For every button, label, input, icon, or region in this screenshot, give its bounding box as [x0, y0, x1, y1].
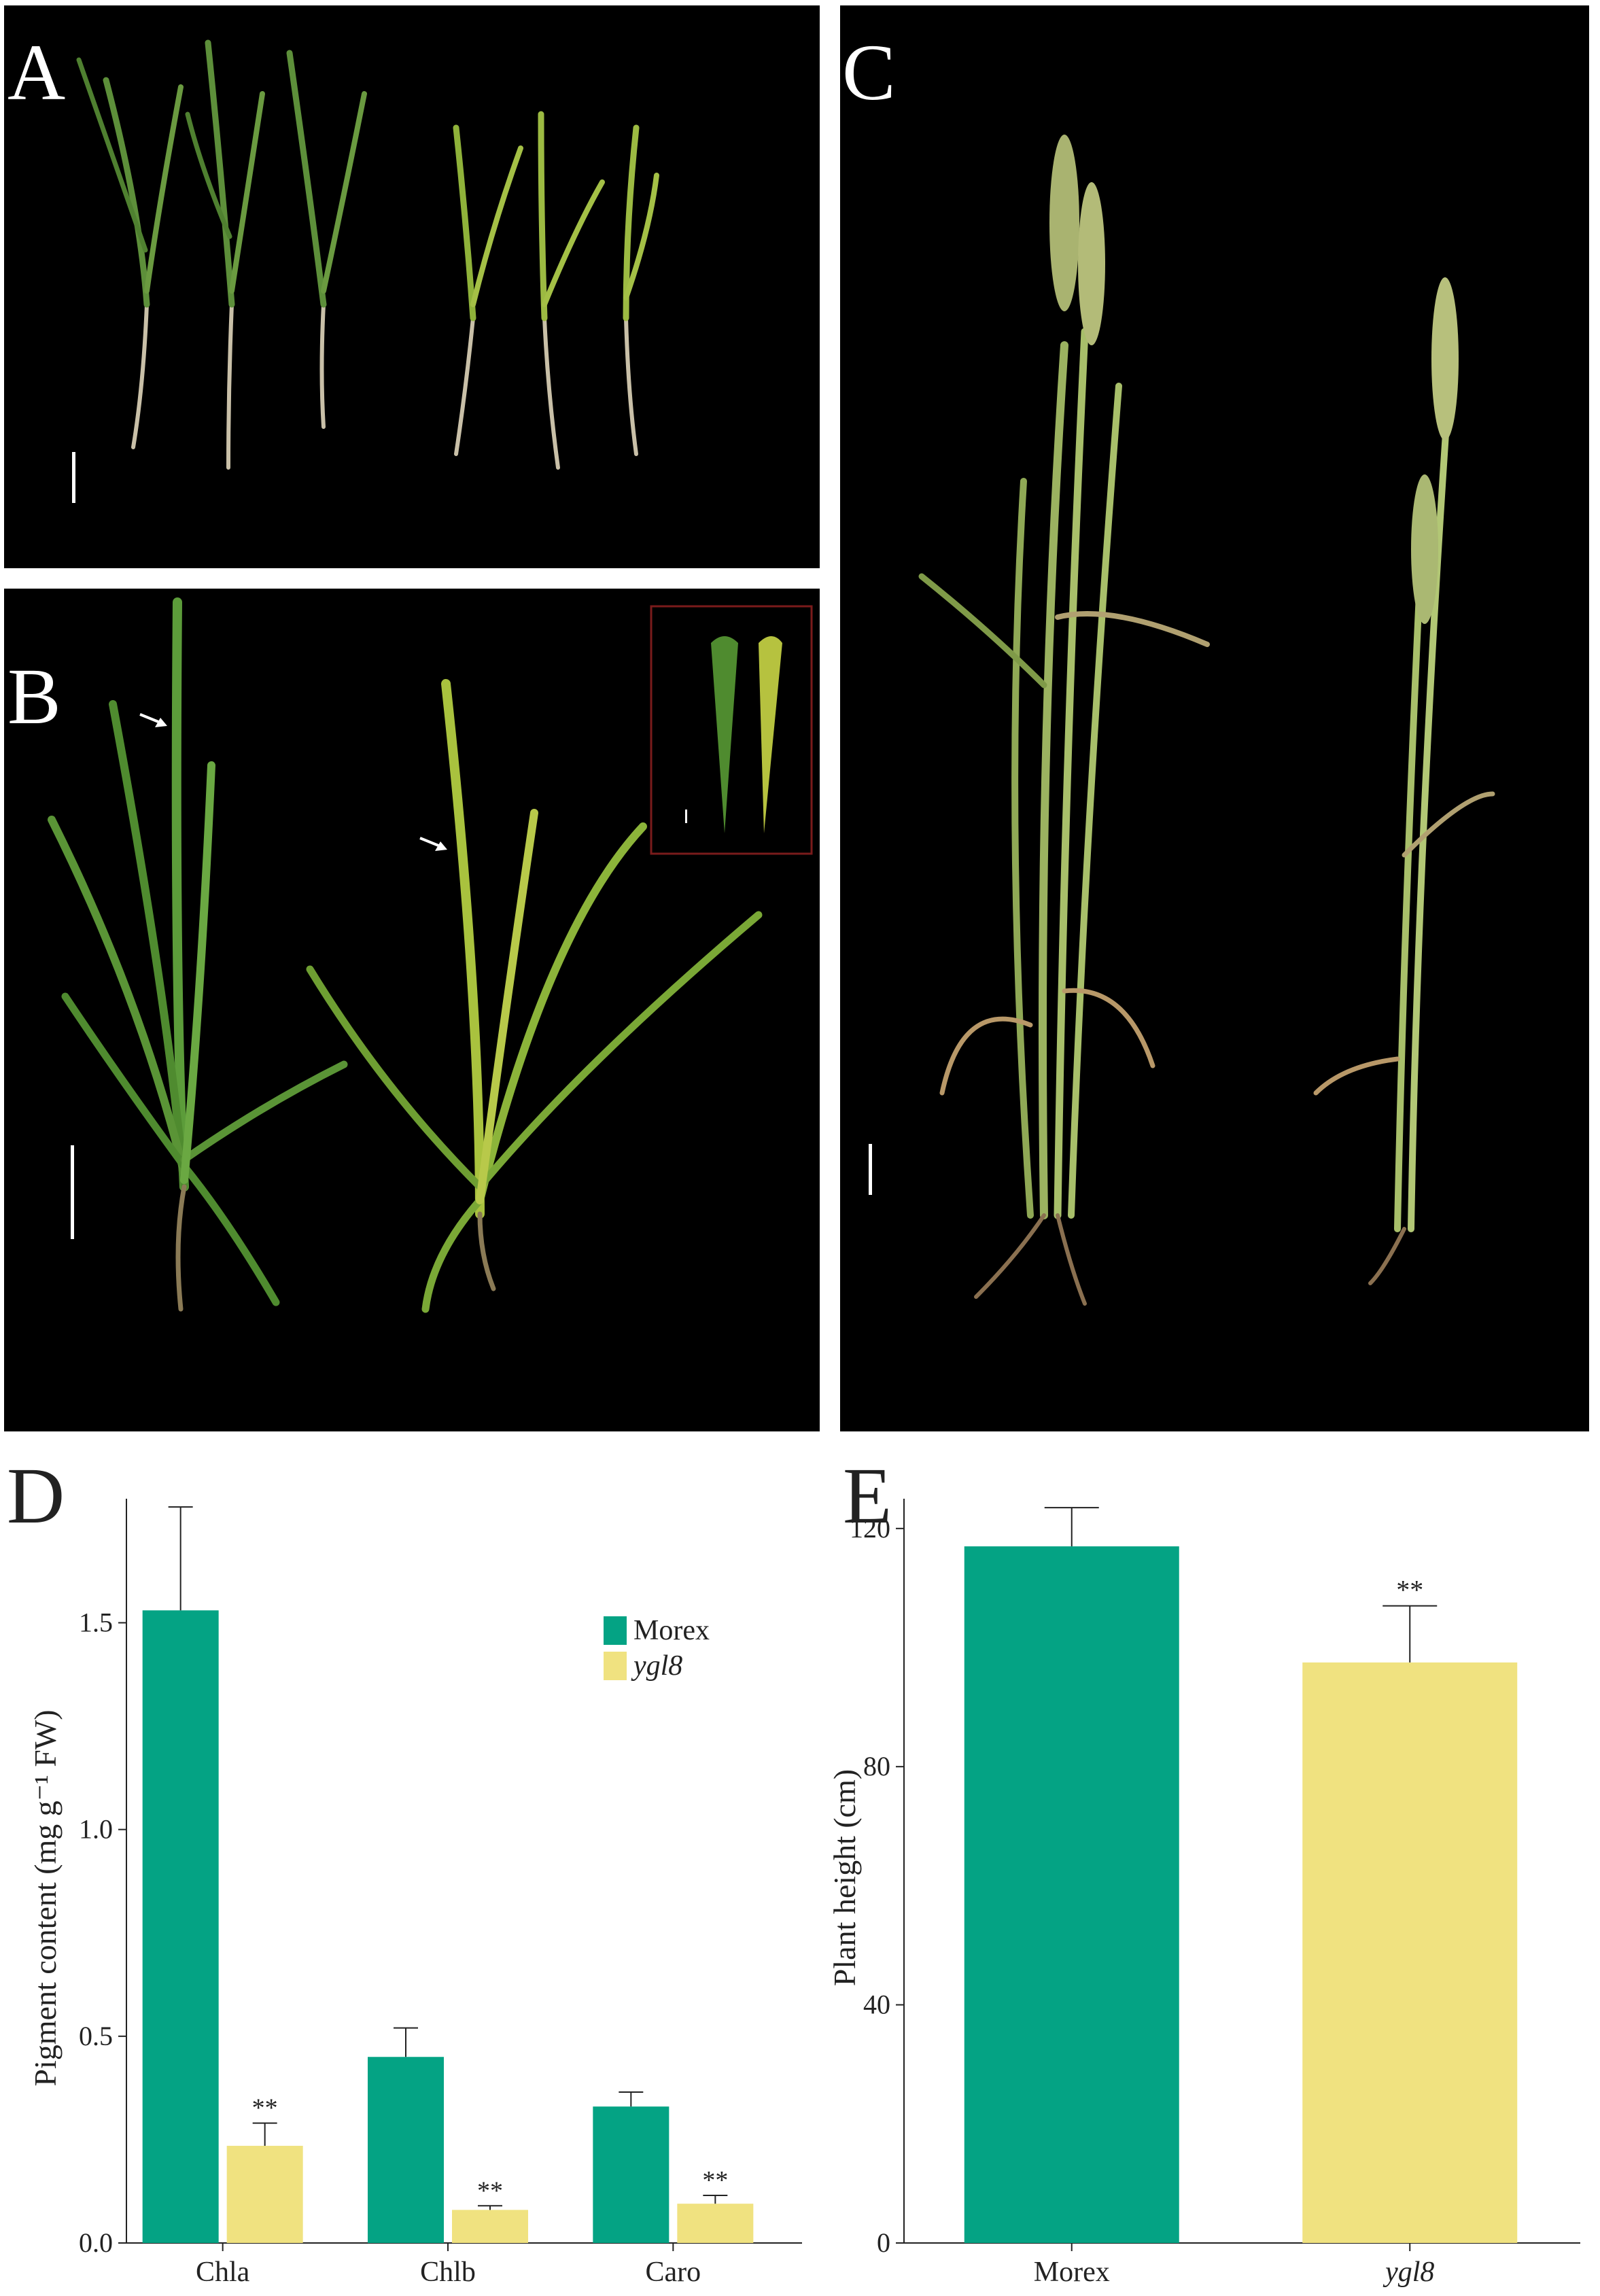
seedling-morex-3 — [286, 50, 367, 429]
panel-label-c: C — [842, 28, 896, 117]
pigment-content-chart: 0.0 0.5 1.0 1.5 Chla ** Chlb ** Caro ** Pigment co… — [28, 1499, 802, 2288]
scale-bar — [72, 452, 75, 503]
seedling-morex-2 — [185, 39, 265, 470]
y-tick-label: 1.0 — [79, 1814, 113, 1845]
x-tick-label: Morex — [1034, 2257, 1110, 2288]
y-tick-label: 120 — [850, 1513, 890, 1544]
seedling-ygl8-1 — [453, 124, 523, 456]
x-tick-label: Chlb — [420, 2257, 476, 2288]
seedling-ygl8-3 — [623, 124, 659, 456]
y-tick-label: 0 — [877, 2227, 890, 2258]
legend-swatch-morex — [604, 1616, 627, 1645]
panel-b-photo: B — [4, 589, 820, 1431]
y-axis-label: Pigment content (mg g⁻¹ FW) — [28, 1709, 63, 2086]
plant-ygl8 — [306, 679, 763, 1313]
panel-label-d: D — [7, 1451, 65, 1540]
significance-label: ** — [477, 2176, 503, 2205]
scale-bar — [869, 1144, 872, 1195]
panel-c-photo: C — [840, 5, 1589, 1431]
legend-label-morex: Morex — [633, 1615, 710, 1646]
arrow-icon — [419, 837, 447, 851]
x-tick-label: Caro — [646, 2257, 701, 2288]
bar-ygl8-chlb — [452, 2210, 528, 2243]
arrow-icon — [139, 713, 167, 727]
mature-plant-ygl8 — [1313, 277, 1495, 1285]
x-tick-label: ygl8 — [1382, 2257, 1434, 2288]
y-tick-label: 0.5 — [79, 2021, 113, 2051]
significance-label: ** — [1396, 1575, 1423, 1605]
bar-morex-caro — [593, 2106, 669, 2243]
bar-morex-chla — [142, 1610, 219, 2243]
plant-height-chart: 0 40 80 120 Morex ** ygl8 Plant height (cm) — [827, 1499, 1580, 2288]
panel-label-b: B — [7, 652, 61, 741]
mature-plant-morex — [918, 135, 1210, 1306]
panel-label-a: A — [7, 28, 66, 117]
x-tick-label: Chla — [196, 2257, 250, 2288]
significance-label: ** — [702, 2166, 728, 2195]
bar-ygl8-caro — [677, 2204, 754, 2243]
plant-morex — [48, 597, 348, 1312]
y-tick-label: 80 — [863, 1751, 890, 1781]
legend-swatch-ygl8 — [604, 1652, 627, 1680]
panel-a-photo: A — [4, 5, 820, 568]
y-tick-label: 1.5 — [79, 1607, 113, 1638]
seedling-morex-1 — [76, 57, 184, 449]
bar-ygl8-chla — [226, 2146, 303, 2243]
y-axis-label: Plant height (cm) — [827, 1769, 862, 1986]
panel-label-e: E — [843, 1451, 892, 1540]
seedling-ygl8-2 — [538, 111, 605, 470]
scale-bar — [71, 1145, 74, 1239]
panel-a-seedlings — [72, 39, 659, 503]
legend-label-ygl8: ygl8 — [631, 1650, 682, 1682]
bar-morex-chlb — [368, 2057, 444, 2243]
y-tick-label: 0.0 — [79, 2227, 113, 2258]
panel-c-mature-plants — [869, 135, 1495, 1306]
significance-label: ** — [252, 2094, 278, 2123]
inset-scale-bar — [685, 810, 687, 823]
y-tick-label: 40 — [863, 1989, 890, 2020]
bar-ygl8 — [1302, 1662, 1518, 2243]
inset-leaf-comparison — [650, 605, 813, 855]
bar-morex — [964, 1546, 1179, 2243]
panel-b-plants — [48, 597, 813, 1313]
